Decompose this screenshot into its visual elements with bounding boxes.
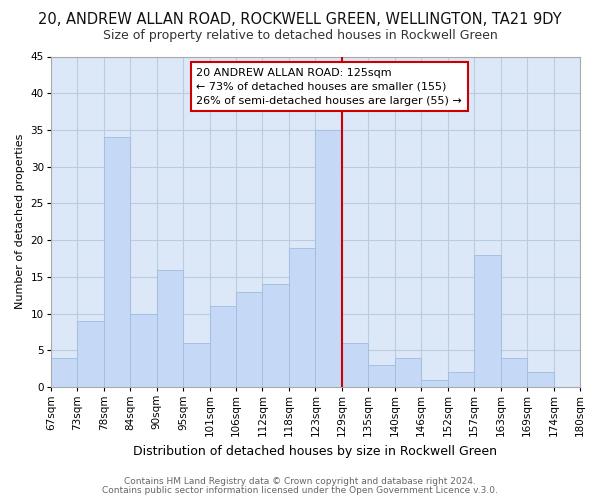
Bar <box>209 306 236 387</box>
Bar <box>104 138 130 387</box>
Text: Contains HM Land Registry data © Crown copyright and database right 2024.: Contains HM Land Registry data © Crown c… <box>124 477 476 486</box>
Bar <box>236 292 262 387</box>
Bar <box>342 343 368 387</box>
Text: Contains public sector information licensed under the Open Government Licence v.: Contains public sector information licen… <box>102 486 498 495</box>
Bar <box>289 248 316 387</box>
Bar <box>51 358 77 387</box>
Bar <box>368 365 395 387</box>
Bar <box>448 372 474 387</box>
Bar <box>157 270 183 387</box>
Text: Size of property relative to detached houses in Rockwell Green: Size of property relative to detached ho… <box>103 29 497 42</box>
Bar <box>183 343 209 387</box>
Bar <box>262 284 289 387</box>
Bar <box>421 380 448 387</box>
Bar <box>130 314 157 387</box>
Bar <box>77 321 104 387</box>
X-axis label: Distribution of detached houses by size in Rockwell Green: Distribution of detached houses by size … <box>133 444 497 458</box>
Bar <box>500 358 527 387</box>
Bar <box>395 358 421 387</box>
Text: 20, ANDREW ALLAN ROAD, ROCKWELL GREEN, WELLINGTON, TA21 9DY: 20, ANDREW ALLAN ROAD, ROCKWELL GREEN, W… <box>38 12 562 28</box>
Y-axis label: Number of detached properties: Number of detached properties <box>15 134 25 310</box>
Bar <box>316 130 342 387</box>
Bar <box>474 255 500 387</box>
Bar <box>527 372 554 387</box>
Text: 20 ANDREW ALLAN ROAD: 125sqm
← 73% of detached houses are smaller (155)
26% of s: 20 ANDREW ALLAN ROAD: 125sqm ← 73% of de… <box>196 68 462 106</box>
